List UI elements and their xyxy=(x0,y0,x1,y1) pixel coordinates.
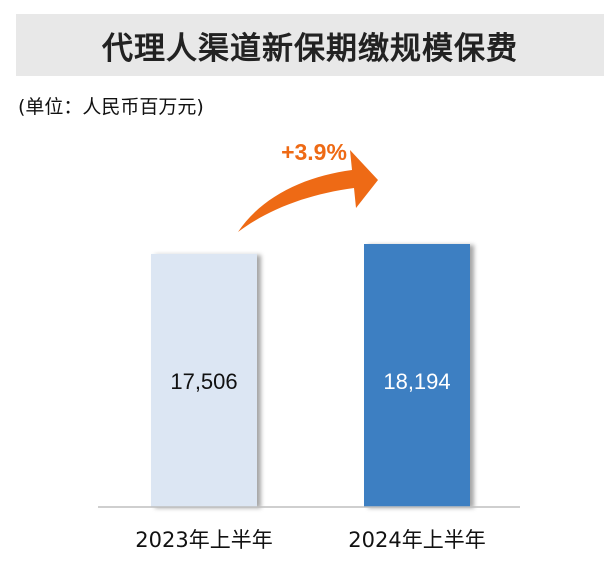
category-label-2: 2024年上半年 xyxy=(348,528,485,552)
data-label-2: 18,194 xyxy=(383,369,450,394)
bar-2 xyxy=(364,244,470,507)
growth-arrow-icon xyxy=(238,150,378,232)
category-label-1: 2023年上半年 xyxy=(135,528,272,552)
unit-label: (单位：人民币百万元) xyxy=(18,96,204,118)
chart-title: 代理人渠道新保期缴规模保费 xyxy=(102,30,518,67)
bar-1 xyxy=(151,253,257,507)
growth-annotation: +3.9% xyxy=(281,139,347,165)
title-banner: 代理人渠道新保期缴规模保费 xyxy=(16,14,604,76)
bars-layer xyxy=(151,244,470,507)
labels-layer: 17,506 2023年上半年 18,194 2024年上半年 xyxy=(135,369,485,552)
data-label-1: 17,506 xyxy=(170,369,237,394)
